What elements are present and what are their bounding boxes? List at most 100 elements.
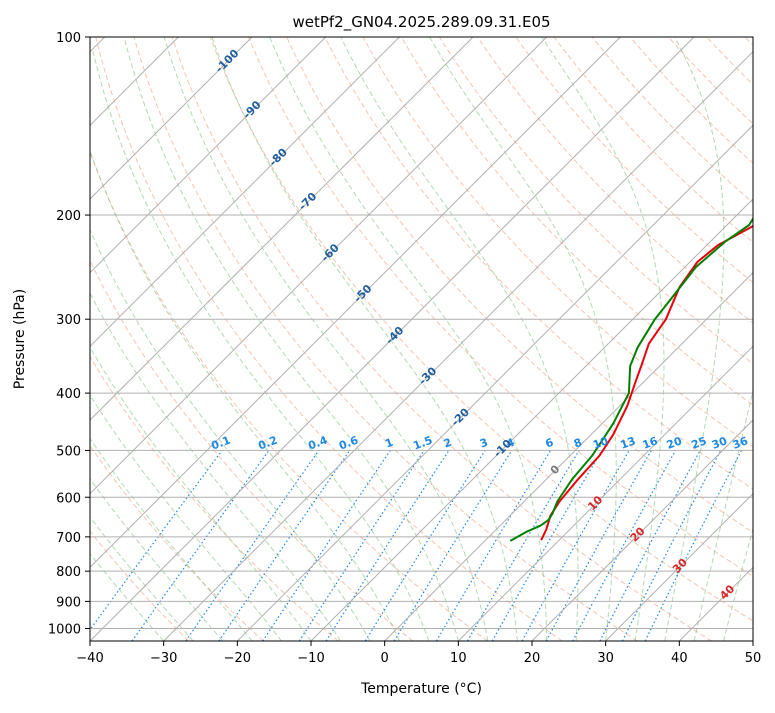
dry-adiabat: [438, 37, 753, 365]
mixing-ratio-line: [298, 450, 425, 641]
mixing-ratio-line: [621, 450, 722, 641]
mixing-ratio-label: 0.2: [256, 434, 279, 453]
mixing-ratio-label: 13: [619, 434, 638, 451]
isotherm-line: [236, 124, 753, 641]
isotherm-line: [90, 37, 548, 495]
mixing-ratio-label: 20: [665, 434, 684, 452]
moist-adiabat: [693, 388, 753, 641]
mixing-ratio-line: [572, 450, 677, 641]
temperature-profile-line: [540, 224, 753, 541]
dry-adiabat: [90, 444, 264, 641]
mixing-ratio-label: 25: [690, 434, 709, 451]
mixing-ratio-label: 3: [478, 436, 490, 451]
mixing-ratio-label: 16: [641, 434, 660, 452]
x-tick-label: 0: [381, 651, 389, 666]
dry-adiabat: [90, 150, 488, 641]
moist-adiabat: [723, 527, 753, 641]
dry-adiabat: [90, 355, 339, 641]
dry-adiabat: [90, 530, 190, 641]
mixing-ratio-label: 8: [572, 436, 584, 451]
mixing-ratio-label: 36: [731, 434, 750, 452]
mixing-ratio-label: 0.6: [337, 434, 360, 453]
y-tick-label: 300: [56, 313, 81, 328]
isotherm-line: [310, 198, 753, 641]
y-tick-label: 1000: [48, 622, 81, 637]
y-tick-label: 600: [56, 491, 81, 506]
mixing-ratio-label: 0.1: [210, 434, 233, 453]
x-tick-label: −40: [76, 651, 103, 666]
x-axis-label: Temperature (°C): [360, 681, 482, 697]
isotherm-line: [605, 492, 753, 641]
moist-adiabat: [90, 149, 400, 641]
moist-adiabat: [123, 37, 459, 641]
dry-adiabat: [515, 37, 753, 284]
isotherm-line: [90, 37, 695, 641]
moist-adiabat: [429, 37, 617, 641]
chart-title: wetPf2_GN04.2025.289.09.31.E05: [292, 13, 550, 32]
mixing-ratio-line: [90, 450, 223, 631]
dry-adiabat: [171, 37, 712, 641]
isotherm-line: [90, 37, 327, 274]
isotherm-line: [90, 37, 621, 569]
profile-series: [509, 216, 753, 542]
mixing-ratio-label: 30: [710, 434, 729, 452]
x-tick-label: −10: [297, 651, 324, 666]
mixing-ratio-label: 10: [591, 434, 610, 452]
y-axis-label: Pressure (hPa): [12, 289, 28, 389]
x-tick-label: 40: [671, 651, 688, 666]
isotherm-line: [163, 50, 753, 641]
dry-adiabat: [324, 37, 753, 490]
isotherm-line: [90, 37, 253, 200]
isotherm-line: [90, 37, 400, 348]
mixing-ratio-line: [545, 450, 652, 641]
dry-adiabat: [400, 37, 753, 406]
mixing-ratio-label: 1.5: [412, 434, 435, 453]
mixing-ratio-label: 1: [383, 436, 395, 451]
axis-ticks: −40 −30 −20 −10 0 10 20 30 40 50 1000 900 800 700 600 5…: [48, 31, 761, 666]
mixing-ratio-line: [644, 450, 743, 641]
moist-adiabat: [211, 37, 518, 641]
x-tick-label: 10: [450, 651, 467, 666]
mixing-ratio-line: [521, 450, 630, 641]
mixing-ratio-line: [262, 450, 391, 641]
moist-adiabat: [340, 37, 579, 641]
y-tick-label: 400: [56, 387, 81, 402]
isotherm-line: [384, 271, 753, 641]
dry-adiabat: [133, 37, 638, 641]
dry-adiabat: [248, 37, 753, 577]
dry-adiabat: [209, 37, 753, 622]
isotherm-line: [457, 345, 753, 641]
mixing-ratio-line: [325, 450, 450, 641]
x-tick-label: 50: [745, 651, 762, 666]
y-tick-label: 800: [56, 565, 81, 580]
x-tick-label: −20: [224, 651, 251, 666]
mixing-ratio-label: 4: [505, 436, 517, 451]
moist-adiabat: [541, 37, 665, 641]
moist-adiabat: [90, 516, 194, 641]
x-tick-label: −30: [150, 651, 177, 666]
grid-lines: [90, 37, 753, 641]
mixing-ratio-line: [393, 450, 513, 641]
isotherm-line: [90, 37, 474, 421]
mixing-ratio-label: 0.4: [306, 434, 329, 453]
dry-adiabat: [95, 37, 563, 641]
moist-adiabat: [163, 37, 489, 641]
mixing-ratio-line: [218, 450, 351, 641]
x-tick-label: 20: [524, 651, 541, 666]
moist-adiabat: [92, 49, 430, 641]
moist-adiabat: [90, 552, 165, 641]
moist-adiabat: [90, 478, 223, 641]
moist-adiabat: [90, 437, 253, 641]
y-tick-label: 500: [56, 444, 81, 459]
isotherm-line: [531, 419, 753, 641]
y-tick-label: 700: [56, 531, 81, 546]
mixing-ratio-label: 6: [544, 436, 556, 451]
y-tick-label: 200: [56, 209, 81, 224]
y-tick-label: 900: [56, 595, 81, 610]
moist-adiabat: [664, 37, 725, 641]
x-tick-label: 30: [597, 651, 614, 666]
dewpoint-profile-line: [509, 216, 753, 542]
plot-frame: [89, 36, 754, 642]
